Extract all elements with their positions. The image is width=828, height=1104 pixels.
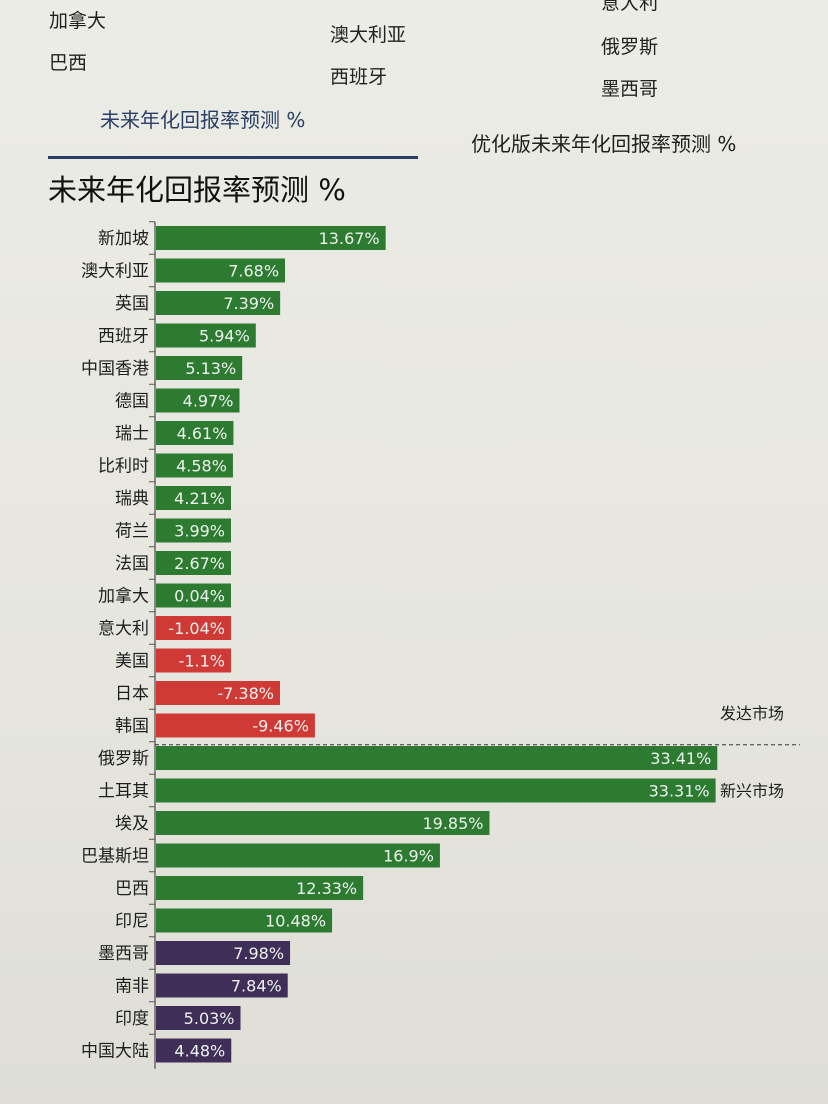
- category-label: 美国: [115, 652, 149, 672]
- category-label: 比利时: [98, 457, 149, 477]
- category-label: 巴基斯坦: [81, 847, 149, 867]
- value-label: 12.33%: [296, 879, 357, 898]
- tab-optimized-future-return[interactable]: 优化版未来年化回报率预测 %: [471, 132, 737, 156]
- bar: [156, 811, 490, 835]
- bar: [156, 908, 333, 933]
- value-label: 4.61%: [177, 424, 228, 443]
- bar: [156, 876, 364, 900]
- value-label: 5.03%: [184, 1009, 235, 1028]
- legend-label: 加拿大: [49, 10, 107, 32]
- tab-future-return[interactable]: 未来年化回报率预测 %: [100, 108, 306, 132]
- category-label: 印度: [115, 1009, 149, 1029]
- bar: [156, 778, 716, 803]
- bar: [156, 226, 386, 250]
- bar: [156, 973, 288, 998]
- category-label: 韩国: [115, 717, 149, 737]
- category-label: 巴西: [115, 879, 149, 899]
- category-label: 日本: [115, 684, 149, 704]
- category-label: 南非: [115, 977, 149, 997]
- value-label: 4.58%: [176, 457, 227, 476]
- value-label: 5.13%: [185, 359, 236, 378]
- legend-label: 澳大利亚: [330, 24, 407, 46]
- bar: [156, 941, 291, 965]
- category-label: 俄罗斯: [98, 749, 149, 769]
- category-label: 法国: [115, 554, 149, 574]
- legend-label: 巴西: [49, 52, 88, 74]
- value-label: 10.48%: [265, 912, 326, 931]
- legend-label: 意大利: [601, 0, 659, 14]
- category-label: 土耳其: [98, 782, 149, 802]
- legend-label: 墨西哥: [601, 78, 659, 100]
- value-label: 2.67%: [174, 554, 225, 573]
- category-label: 印尼: [115, 912, 149, 932]
- category-label: 意大利: [98, 619, 149, 639]
- bar: [156, 291, 281, 315]
- category-label: 澳大利亚: [81, 262, 149, 282]
- value-label: 7.98%: [233, 944, 284, 963]
- category-label: 瑞士: [115, 424, 149, 444]
- value-label: 4.48%: [174, 1042, 225, 1061]
- category-label: 英国: [115, 294, 149, 314]
- bar: [156, 453, 233, 478]
- bar: [156, 486, 231, 510]
- bar: [156, 681, 280, 705]
- value-label: 33.31%: [649, 782, 710, 801]
- value-label: 16.9%: [383, 847, 434, 866]
- category-label: 中国香港: [81, 359, 149, 379]
- value-label: 13.67%: [319, 229, 380, 248]
- bar: [156, 1038, 232, 1063]
- value-label: 5.94%: [199, 327, 250, 346]
- value-label: 4.21%: [174, 489, 225, 508]
- bar: [156, 746, 718, 770]
- bar: [156, 551, 231, 575]
- category-label: 墨西哥: [98, 944, 149, 964]
- category-label: 西班牙: [98, 327, 149, 347]
- category-label: 中国大陆: [81, 1042, 149, 1062]
- value-label: 0.04%: [174, 587, 225, 606]
- legend-label: 西班牙: [330, 66, 388, 88]
- value-label: 19.85%: [422, 814, 483, 833]
- bar: [156, 713, 315, 738]
- bar: [156, 648, 231, 673]
- category-label: 瑞典: [115, 489, 149, 509]
- value-label: 7.84%: [231, 977, 282, 996]
- bar: [156, 1006, 241, 1030]
- legend-label: 俄罗斯: [601, 36, 659, 58]
- bar: [156, 421, 234, 445]
- bar: [156, 518, 231, 543]
- value-label: -1.1%: [179, 652, 225, 671]
- value-label: 33.41%: [650, 749, 711, 768]
- bar: [156, 583, 231, 608]
- bar: [156, 258, 286, 283]
- category-label: 加拿大: [98, 586, 149, 607]
- value-label: 4.97%: [183, 392, 234, 411]
- bar: [156, 616, 231, 640]
- value-label: -1.04%: [168, 619, 225, 638]
- bar: [156, 843, 440, 868]
- category-label: 德国: [115, 392, 149, 412]
- category-label: 埃及: [115, 814, 149, 834]
- chart-title: 未来年化回报率预测 %: [48, 173, 346, 207]
- active-tab-underline: [48, 156, 418, 159]
- category-label: 新加坡: [98, 229, 149, 249]
- value-label: 7.39%: [223, 294, 274, 313]
- group-label-emerging: 新兴市场: [720, 782, 784, 801]
- bar: [156, 388, 240, 413]
- value-label: -7.38%: [217, 684, 274, 703]
- group-label-developed: 发达市场: [720, 704, 784, 723]
- value-label: -9.46%: [252, 717, 309, 736]
- value-label: 3.99%: [174, 522, 225, 541]
- bar: [156, 356, 243, 380]
- value-label: 7.68%: [228, 262, 279, 281]
- bar: [156, 323, 256, 348]
- category-label: 荷兰: [115, 522, 149, 542]
